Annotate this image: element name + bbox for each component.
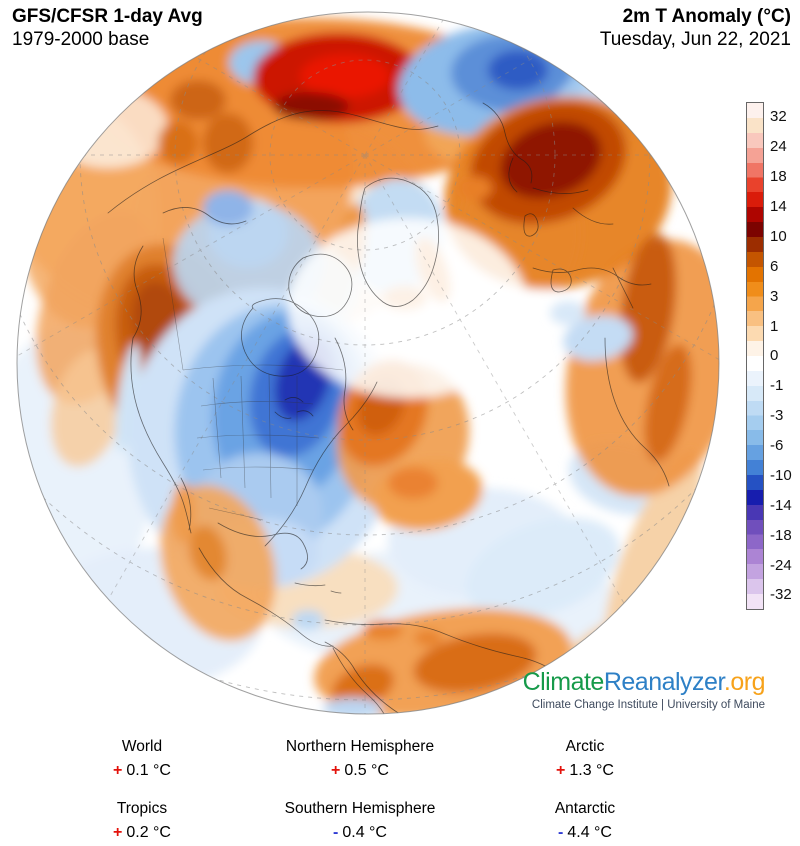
colorbar-labels: 32 24 18 14 10 6 3 1 0 -1 -3 -6 -10 -14 …: [770, 102, 800, 610]
stat-value: 1.3 °C: [569, 762, 614, 779]
logo-wordmark[interactable]: ClimateReanalyzer.org: [522, 668, 766, 697]
stat-label: Arctic: [565, 738, 605, 755]
colorbar-tick: -14: [770, 496, 792, 514]
colorbar-tick: 3: [770, 287, 779, 305]
colorbar-tick: 10: [770, 227, 787, 245]
colorbar-tick: -32: [770, 586, 792, 604]
stat-label: World: [121, 738, 163, 755]
stat-antarctic: Antarctic -4.4 °C: [480, 800, 690, 842]
stat-northern-hemisphere: Northern Hemisphere +0.5 °C: [255, 738, 465, 780]
colorbar-tick: 0: [770, 347, 779, 365]
colorbar-tick: -1: [770, 377, 784, 395]
stat-value: 0.1 °C: [126, 762, 171, 779]
colorbar-tick: 18: [770, 168, 787, 186]
baseline-subtitle: 1979-2000 base: [12, 29, 150, 50]
colorbar-tick: -10: [770, 466, 792, 484]
date-label: Tuesday, Jun 22, 2021: [599, 29, 791, 50]
colorbar-tick: 6: [770, 257, 779, 275]
stat-world: World +0.1 °C: [37, 738, 247, 780]
anomaly-map-globe: [16, 11, 720, 715]
stat-value: 4.4 °C: [567, 824, 612, 841]
colorbar-gradient: [746, 102, 764, 610]
stat-label: Tropics: [116, 800, 168, 817]
header-left: GFS/CFSR 1-day Avg 1979-2000 base: [12, 5, 203, 51]
stat-sign: +: [113, 824, 123, 841]
stat-sign: +: [331, 762, 341, 779]
stat-label: Antarctic: [554, 800, 616, 817]
colorbar-tick: -6: [770, 437, 784, 455]
header-right: 2m T Anomaly (°C) Tuesday, Jun 22, 2021: [600, 5, 791, 51]
stat-value: 0.5 °C: [344, 762, 389, 779]
stat-value: 0.2 °C: [126, 824, 171, 841]
anomaly-field: [17, 18, 719, 714]
stat-sign: +: [556, 762, 566, 779]
colorbar-tick: -24: [770, 556, 792, 574]
logo-climate: Climate: [522, 668, 605, 696]
stat-label: Southern Hemisphere: [284, 800, 436, 817]
logo-reanalyzer: Reanalyzer: [603, 668, 725, 696]
stat-sign: -: [558, 824, 564, 841]
colorbar-tick: 14: [770, 198, 787, 216]
stat-sign: -: [333, 824, 339, 841]
stat-sign: +: [113, 762, 123, 779]
state-borders: [162, 237, 344, 521]
site-logo[interactable]: ClimateReanalyzer.org Climate Change Ins…: [522, 668, 766, 711]
stat-southern-hemisphere: Southern Hemisphere -0.4 °C: [255, 800, 465, 842]
colorbar-tick: 24: [770, 138, 787, 156]
coastlines: [107, 102, 670, 714]
graticule: [17, 12, 719, 714]
globe-limb: [16, 11, 720, 715]
variable-title: 2m T Anomaly (°C): [622, 6, 791, 27]
logo-subtitle: Climate Change Institute | University of…: [531, 699, 765, 711]
logo-org: .org: [723, 668, 766, 696]
colorbar-tick: 32: [770, 108, 787, 126]
colorbar-tick: -3: [770, 407, 784, 425]
model-title: GFS/CFSR 1-day Avg: [12, 6, 203, 27]
stat-arctic: Arctic +1.3 °C: [480, 738, 690, 780]
stat-label: Northern Hemisphere: [285, 738, 435, 755]
colorbar-tick: 1: [770, 317, 779, 335]
stat-value: 0.4 °C: [342, 824, 387, 841]
colorbar-tick: -18: [770, 526, 792, 544]
stat-tropics: Tropics +0.2 °C: [37, 800, 247, 842]
